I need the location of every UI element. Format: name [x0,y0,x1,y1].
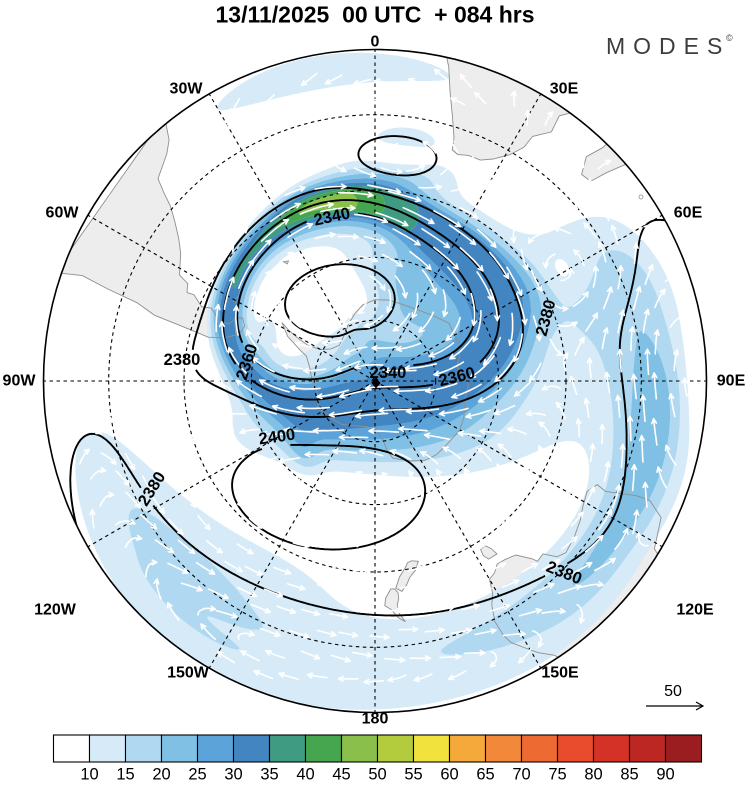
svg-text:20: 20 [152,766,170,783]
svg-text:40: 40 [296,766,314,783]
svg-text:45: 45 [332,766,350,783]
svg-text:55: 55 [404,766,422,783]
svg-text:60: 60 [440,766,458,783]
svg-text:30W: 30W [170,81,204,98]
svg-text:65: 65 [476,766,494,783]
svg-text:90: 90 [656,766,674,783]
svg-text:60E: 60E [674,205,703,222]
svg-text:0: 0 [371,34,380,51]
svg-text:©: © [726,33,733,43]
svg-text:25: 25 [188,766,206,783]
svg-text:150W: 150W [167,665,210,682]
svg-text:30: 30 [224,766,242,783]
svg-text:35: 35 [260,766,278,783]
svg-text:2400: 2400 [258,426,297,449]
svg-text:MODES: MODES [606,33,730,59]
svg-text:2340: 2340 [370,364,407,382]
svg-text:150E: 150E [541,665,579,682]
svg-text:90W: 90W [3,373,37,390]
svg-text:10: 10 [80,766,98,783]
svg-text:30E: 30E [550,81,579,98]
svg-text:2380: 2380 [164,351,201,369]
svg-text:120W: 120W [34,602,77,619]
svg-text:85: 85 [620,766,638,783]
svg-text:80: 80 [584,766,602,783]
svg-text:90E: 90E [717,373,746,390]
svg-text:120E: 120E [676,602,714,619]
svg-text:50: 50 [664,683,682,700]
svg-text:75: 75 [548,766,566,783]
svg-text:180: 180 [362,711,389,728]
svg-text:50: 50 [368,766,386,783]
svg-text:15: 15 [116,766,134,783]
svg-text:70: 70 [512,766,530,783]
svg-text:13/11/2025 00 UTC + 084 hrs: 13/11/2025 00 UTC + 084 hrs [215,2,534,28]
svg-text:60W: 60W [46,205,80,222]
